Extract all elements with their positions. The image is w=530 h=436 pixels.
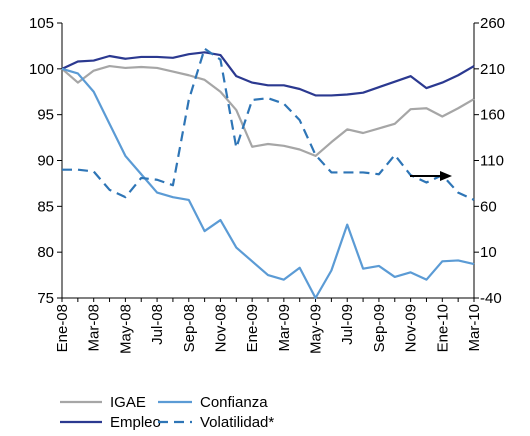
y2-tick-label: -40 xyxy=(480,290,502,307)
legend-label: Volatilidad* xyxy=(200,414,274,431)
legend-label: IGAE xyxy=(110,394,146,411)
y-tick-label: 105 xyxy=(29,15,54,32)
series-line xyxy=(62,47,475,201)
y2-tick-label: 160 xyxy=(480,107,505,124)
x-tick-label: Nov-08 xyxy=(212,304,229,352)
x-tick-label: Mar-08 xyxy=(86,304,103,352)
x-tick-label: Ene-10 xyxy=(434,304,451,352)
y2-tick-label: 10 xyxy=(480,244,497,261)
series-line xyxy=(61,67,475,300)
series-line xyxy=(61,51,475,97)
x-tick-label: Ene-08 xyxy=(54,304,71,352)
arrow-head xyxy=(440,171,452,181)
x-tick-label: May-09 xyxy=(308,304,325,354)
x-tick-label: Ene-09 xyxy=(244,304,261,352)
y-tick-label: 75 xyxy=(37,290,54,307)
x-tick-label: Jul-09 xyxy=(339,304,356,345)
y2-tick-label: 210 xyxy=(480,61,505,78)
legend-label: Empleo xyxy=(110,414,161,431)
series-line xyxy=(61,64,475,158)
legend-label: Confianza xyxy=(200,394,268,411)
x-tick-label: Sep-09 xyxy=(371,304,388,352)
y-tick-label: 90 xyxy=(37,153,54,170)
x-tick-label: May-08 xyxy=(117,304,134,354)
y-tick-label: 100 xyxy=(29,61,54,78)
x-tick-label: Mar-10 xyxy=(466,304,483,352)
y2-tick-label: 60 xyxy=(480,198,497,215)
y2-tick-label: 260 xyxy=(480,15,505,32)
y2-tick-label: 110 xyxy=(480,153,504,170)
x-tick-label: Nov-09 xyxy=(403,304,420,352)
y-tick-label: 85 xyxy=(37,198,54,215)
y-tick-label: 95 xyxy=(37,107,54,124)
y-tick-label: 80 xyxy=(37,244,54,261)
x-tick-label: Sep-08 xyxy=(181,304,198,352)
x-tick-label: Mar-09 xyxy=(276,304,293,352)
x-tick-label: Jul-08 xyxy=(149,304,166,345)
